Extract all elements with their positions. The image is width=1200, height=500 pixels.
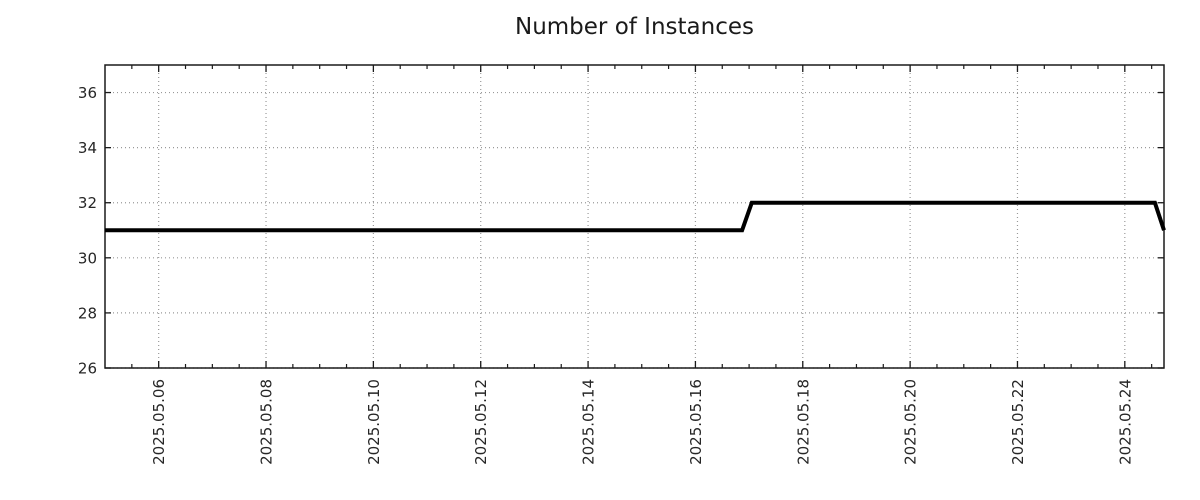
x-tick-label: 2025.05.22 xyxy=(1009,379,1027,465)
x-tick-label: 2025.05.16 xyxy=(687,379,705,465)
chart-title: Number of Instances xyxy=(515,14,754,40)
x-tick-label: 2025.05.08 xyxy=(258,379,276,465)
x-tick-label: 2025.05.06 xyxy=(150,379,168,465)
plot-border xyxy=(104,64,1165,369)
x-tick-label: 2025.05.10 xyxy=(365,379,383,465)
y-tick-label: 34 xyxy=(78,139,97,157)
x-tick-label: 2025.05.12 xyxy=(472,379,490,465)
y-tick-label: 26 xyxy=(78,360,97,378)
y-tick-label: 28 xyxy=(78,304,97,322)
y-tick-label: 32 xyxy=(78,194,97,212)
x-tick-label: 2025.05.18 xyxy=(794,379,812,465)
x-tick-label: 2025.05.20 xyxy=(902,379,920,465)
series-line-instances xyxy=(105,200,1166,233)
x-tick-label: 2025.05.14 xyxy=(580,379,598,465)
x-tick-label: 2025.05.24 xyxy=(1116,379,1134,465)
y-tick-label: 36 xyxy=(78,84,97,102)
y-tick-label: 30 xyxy=(78,249,97,267)
